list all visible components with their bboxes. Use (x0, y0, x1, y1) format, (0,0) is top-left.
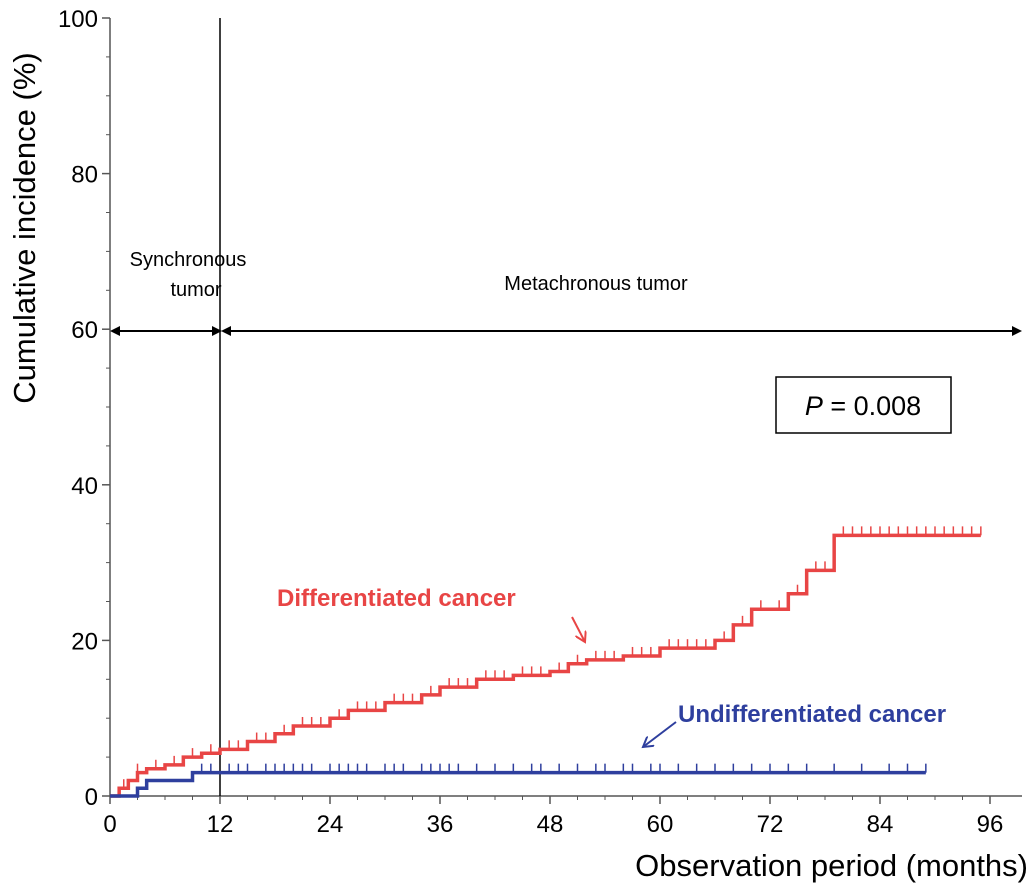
x-tick-label: 60 (647, 811, 674, 838)
x-tick-label: 12 (207, 811, 234, 838)
p-value-box (775, 376, 952, 434)
x-tick-label: 84 (867, 811, 894, 838)
x-tick-label: 0 (103, 811, 116, 838)
series-label-undifferentiated: Undifferentiated cancer (678, 701, 946, 728)
undifferentiated-pointer-arrow (643, 721, 677, 747)
metachronous-label: Metachronous tumor (504, 273, 688, 295)
synchronous-label-line2: tumor (170, 279, 221, 301)
synchronous-label-line1: Synchronous (130, 249, 247, 271)
y-tick-label: 40 (71, 473, 98, 500)
x-tick-label: 96 (977, 811, 1004, 838)
y-tick-label: 80 (71, 162, 98, 189)
y-tick-label: 0 (85, 784, 98, 811)
series-label-differentiated: Differentiated cancer (277, 585, 516, 612)
x-tick-label: 72 (757, 811, 784, 838)
series-line-undifferentiated (110, 770, 926, 798)
p-value-text: P = 0.008 (805, 391, 921, 421)
x-tick-label: 36 (427, 811, 454, 838)
x-tick-label: 48 (537, 811, 564, 838)
x-tick-label: 24 (317, 811, 344, 838)
y-tick-label: 60 (71, 317, 98, 344)
y-tick-label: 20 (71, 628, 98, 655)
series-line-differentiated (110, 533, 981, 798)
y-tick-label: 100 (58, 6, 98, 33)
axis-ticks: 0 20 40 60 80 100 0 12 24 36 48 60 72 84 96 (58, 6, 1003, 838)
differentiated-pointer-arrow (571, 616, 585, 642)
series-layer (110, 526, 982, 798)
x-axis-title: Observation period (months) (635, 848, 1028, 883)
y-axis-title: Cumulative incidence (%) (7, 52, 42, 403)
